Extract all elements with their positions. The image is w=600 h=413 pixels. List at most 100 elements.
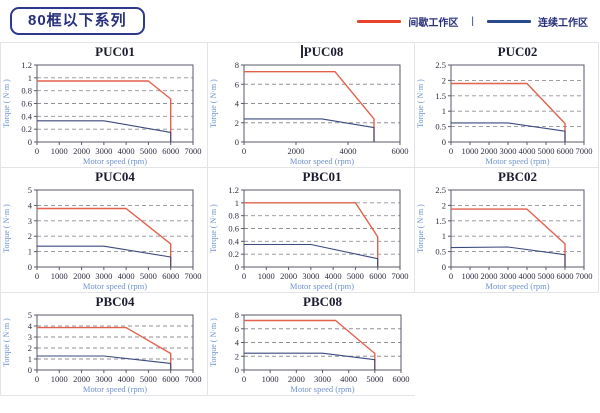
y-tick-label: 1	[28, 247, 32, 257]
y-axis-label: Torque ( N·m )	[209, 79, 218, 128]
chart-cell-PBC08: PBC08 0 2 4 6 8 0 1000 2000 3000 4000 5000 6000 Motor…	[208, 293, 415, 396]
x-tick-label: 3000	[95, 374, 112, 384]
x-tick-label: 3000	[314, 374, 331, 384]
series-line-intermittent	[37, 80, 172, 142]
y-tick-label: 3	[28, 332, 32, 342]
x-tick-label: 1000	[51, 374, 68, 384]
x-tick-label: 7000	[185, 271, 202, 281]
y-tick-label: 2	[235, 351, 239, 361]
x-tick-label: 6000	[162, 146, 179, 156]
y-tick-label: 2	[28, 343, 32, 353]
x-tick-label: 2000	[73, 374, 90, 384]
y-tick-label: 1	[442, 106, 446, 116]
y-tick-label: 4	[28, 200, 33, 210]
x-tick-label: 7000	[392, 271, 409, 281]
y-tick-label: 0	[28, 365, 32, 375]
y-tick-label: 6	[235, 324, 239, 334]
x-tick-label: 3000	[500, 271, 517, 281]
x-tick-label: 0	[35, 146, 39, 156]
y-tick-label: 0.6	[21, 99, 32, 109]
x-axis-label: Motor speed (rpm)	[290, 281, 354, 291]
y-tick-label: 1.5	[435, 91, 446, 101]
x-tick-label: 6000	[393, 374, 410, 384]
chart-cell-PBC01: PBC01 0 0.2 0.4 0.6 0.8 1 1.2 0 1000 2000 3000 4000 5…	[208, 168, 415, 293]
y-tick-label: 5	[28, 185, 32, 195]
x-tick-label: 1000	[51, 146, 68, 156]
x-tick-label: 2000	[288, 146, 305, 156]
x-axis-label: Motor speed (rpm)	[290, 156, 354, 166]
chart-cell-PUC01: PUC01 0 0.2 0.4 0.6 0.8 1 1.2 0 1000 2000 3000 4000 5…	[1, 43, 208, 168]
x-tick-label: 4000	[325, 271, 342, 281]
chart-plot: 0 2 4 6 8 0 1000 2000 3000 4000 5000 6000 Motor spee…	[209, 310, 410, 394]
text-cursor	[300, 45, 303, 58]
y-tick-label: 8	[235, 60, 239, 70]
series-line-intermittent	[37, 207, 172, 267]
x-tick-label: 1000	[258, 271, 275, 281]
y-axis-label: Torque ( N·m )	[2, 204, 11, 253]
series-line-continuous	[244, 352, 376, 370]
y-tick-label: 0	[442, 262, 446, 272]
x-tick-label: 6000	[392, 146, 409, 156]
series-line-continuous	[37, 120, 172, 142]
y-tick-label: 0.8	[21, 86, 32, 96]
x-axis-label: Motor speed (rpm)	[485, 281, 549, 291]
y-axis-label: Torque ( N·m )	[416, 79, 425, 128]
y-axis-label: Torque ( N·m )	[209, 204, 218, 253]
plot-frame	[450, 189, 585, 268]
page-header: 80框以下系列 间歇工作区 | 连续工作区	[0, 0, 600, 42]
x-tick-label: 6000	[369, 271, 386, 281]
chart-plot: 0 0.2 0.4 0.6 0.8 1 1.2 0 1000 2000 3000 4000 5000 60…	[209, 185, 409, 291]
chart-plot: 0 0.5 1 1.5 2 2.5 0 1000 2000 3000 4000 5000 6000 700…	[416, 185, 593, 291]
legend-label-continuous: 连续工作区	[538, 17, 588, 29]
series-line-intermittent	[244, 202, 379, 267]
chart-plot: 0 2 4 6 8 0 2000 4000 6000 Motor speed (rpm) Torqu…	[209, 60, 409, 166]
x-tick-label: 2000	[288, 374, 305, 384]
y-tick-label: 0	[28, 137, 32, 147]
x-axis-label: Motor speed (rpm)	[83, 281, 147, 291]
y-tick-label: 0.5	[435, 247, 446, 257]
legend-line-intermittent-icon	[357, 19, 402, 23]
y-tick-label: 0.6	[228, 224, 239, 234]
chart-cell-PUC08: PUC08 0 2 4 6 8 0 2000 4000 6000 Motor speed (rpm)…	[208, 43, 415, 168]
series-line-continuous	[37, 355, 172, 370]
chart-title: PBC01	[302, 169, 342, 184]
x-tick-label: 2000	[280, 271, 297, 281]
legend-separator: |	[471, 15, 474, 27]
x-tick-label: 6000	[557, 146, 574, 156]
x-tick-label: 4000	[118, 271, 135, 281]
y-tick-label: 2	[235, 118, 239, 128]
x-tick-label: 0	[35, 271, 39, 281]
chart-title: PUC04	[95, 169, 135, 184]
x-tick-label: 6000	[557, 271, 574, 281]
x-tick-label: 4000	[519, 146, 536, 156]
x-tick-label: 5000	[140, 271, 157, 281]
plot-frame	[36, 314, 194, 371]
y-tick-label: 0.5	[435, 122, 446, 132]
y-tick-label: 0	[442, 137, 446, 147]
y-axis-label: Torque ( N·m )	[2, 79, 11, 128]
x-tick-label: 4000	[340, 374, 357, 384]
chart-title: PBC04	[95, 294, 135, 309]
x-tick-label: 1000	[462, 271, 479, 281]
chart-title[interactable]: PUC08	[208, 44, 414, 60]
y-tick-label: 0	[235, 137, 239, 147]
x-tick-label: 0	[35, 374, 39, 384]
plot-frame	[36, 189, 194, 268]
chart-cell-PUC04: PUC04 0 1 2 3 4 5 0 1000 2000 3000 4000 5000 6000 7000…	[1, 168, 208, 293]
x-tick-label: 5000	[538, 271, 555, 281]
x-tick-label: 3000	[95, 271, 112, 281]
x-tick-label: 5000	[347, 271, 364, 281]
x-tick-label: 7000	[576, 271, 593, 281]
x-tick-label: 1000	[51, 271, 68, 281]
y-tick-label: 1	[235, 198, 239, 208]
y-tick-label: 0.4	[228, 236, 239, 246]
legend-line-continuous-icon	[487, 19, 531, 23]
series-line-continuous	[451, 122, 566, 142]
y-tick-label: 2.5	[435, 185, 446, 195]
y-tick-label: 1	[28, 73, 32, 83]
x-tick-label: 3000	[500, 146, 517, 156]
x-tick-label: 6000	[162, 374, 179, 384]
chart-title: PUC01	[95, 44, 135, 59]
